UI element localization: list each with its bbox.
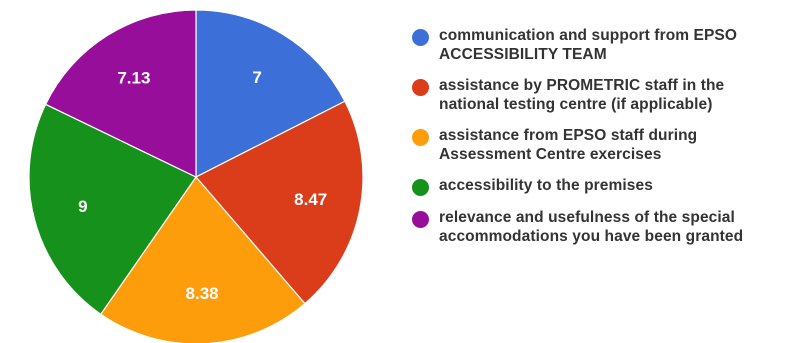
pie-slice bbox=[28, 103, 197, 316]
pie-slice bbox=[99, 176, 306, 343]
legend-item: accessibility to the premises bbox=[412, 176, 782, 196]
pie-slice bbox=[195, 9, 346, 178]
legend-label: accessibility to the premises bbox=[439, 177, 653, 194]
legend-swatch bbox=[412, 129, 429, 146]
slice-value-label: 7.13 bbox=[117, 69, 150, 88]
legend-swatch bbox=[412, 29, 429, 46]
legend-label: relevance and usefulness of the special … bbox=[439, 209, 744, 245]
slice-value-label: 8.38 bbox=[186, 284, 219, 303]
pie-slice bbox=[195, 100, 364, 305]
legend-swatch bbox=[412, 79, 429, 96]
legend-swatch bbox=[412, 179, 429, 196]
slice-value-label: 7 bbox=[252, 68, 261, 87]
legend-label: assistance by PROMETRIC staff in the nat… bbox=[439, 77, 725, 113]
legend-label: assistance from EPSO staff during Assess… bbox=[439, 127, 698, 163]
legend-swatch bbox=[412, 211, 429, 228]
legend: communication and support from EPSO ACCE… bbox=[412, 26, 782, 258]
slice-value-label: 8.47 bbox=[294, 190, 327, 209]
pie-slice bbox=[44, 9, 197, 178]
legend-label: communication and support from EPSO ACCE… bbox=[439, 27, 738, 63]
legend-item: assistance from EPSO staff during Assess… bbox=[412, 126, 782, 164]
legend-item: assistance by PROMETRIC staff in the nat… bbox=[412, 76, 782, 114]
legend-item: relevance and usefulness of the special … bbox=[412, 208, 782, 246]
slice-value-label: 9 bbox=[78, 197, 87, 216]
legend-item: communication and support from EPSO ACCE… bbox=[412, 26, 782, 64]
